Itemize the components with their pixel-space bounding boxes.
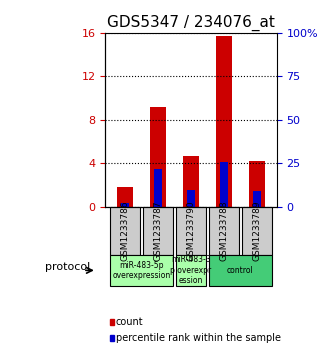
- Text: GSM1233790: GSM1233790: [186, 200, 195, 261]
- FancyBboxPatch shape: [209, 254, 272, 286]
- Bar: [220, 162, 228, 207]
- FancyBboxPatch shape: [176, 207, 206, 254]
- Bar: [154, 168, 162, 207]
- Text: count: count: [116, 317, 144, 327]
- Text: GSM1233787: GSM1233787: [154, 200, 163, 261]
- FancyBboxPatch shape: [110, 207, 140, 254]
- Bar: [249, 161, 265, 207]
- Bar: [121, 204, 129, 207]
- Bar: [110, 319, 114, 325]
- Bar: [253, 191, 261, 207]
- FancyBboxPatch shape: [110, 254, 173, 286]
- Bar: [216, 36, 232, 207]
- FancyBboxPatch shape: [176, 254, 206, 286]
- Title: GDS5347 / 234076_at: GDS5347 / 234076_at: [107, 15, 275, 31]
- Bar: [183, 156, 199, 207]
- Text: miR-483-5p
overexpression: miR-483-5p overexpression: [113, 261, 171, 280]
- FancyBboxPatch shape: [209, 207, 239, 254]
- Text: percentile rank within the sample: percentile rank within the sample: [116, 333, 281, 343]
- FancyBboxPatch shape: [242, 207, 272, 254]
- Bar: [187, 189, 195, 207]
- Text: GSM1233786: GSM1233786: [121, 200, 130, 261]
- Text: GSM1233789: GSM1233789: [252, 200, 261, 261]
- Text: miR-483-3
p overexpr
ession: miR-483-3 p overexpr ession: [170, 256, 211, 285]
- Bar: [110, 335, 114, 341]
- Bar: [150, 107, 166, 207]
- Text: control: control: [227, 266, 254, 275]
- Text: protocol: protocol: [45, 262, 91, 272]
- Text: GSM1233788: GSM1233788: [219, 200, 228, 261]
- FancyBboxPatch shape: [143, 207, 173, 254]
- Bar: [117, 187, 133, 207]
